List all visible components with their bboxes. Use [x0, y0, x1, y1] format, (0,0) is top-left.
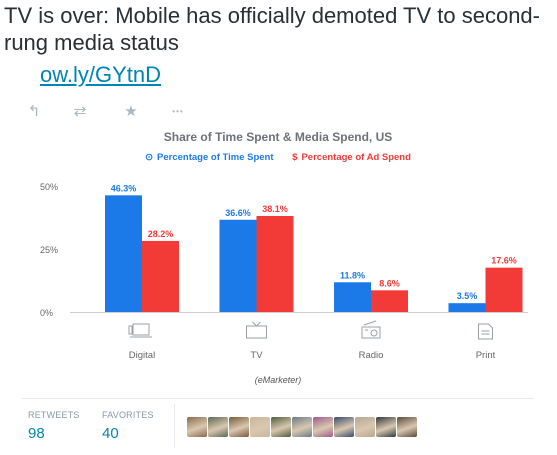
bar-ad-tv — [256, 215, 294, 312]
favorites-stat[interactable]: FAVORITES 40 — [102, 410, 154, 442]
stats-separator — [174, 404, 175, 448]
bar-chart: 0% 25% 50% 46.3% 28.2% Digital 36.6% 38.1% TV 11.… — [40, 182, 528, 361]
stats-divider — [22, 398, 534, 399]
data-label: 36.6% — [225, 208, 251, 218]
chart-legend: ⊙ Percentage of Time Spent $ Percentage of… — [22, 152, 534, 163]
chart-source: (eMarketer) — [254, 375, 302, 385]
avatar[interactable] — [334, 417, 354, 437]
retweets-label: RETWEETS — [28, 410, 80, 420]
avatar[interactable] — [271, 417, 291, 437]
retweet-icon[interactable]: ⇄ — [73, 103, 87, 120]
bar-time-tv — [219, 219, 257, 312]
avatar[interactable] — [313, 417, 333, 437]
avatar[interactable] — [355, 417, 375, 437]
x-tick-label: Print — [476, 350, 496, 361]
tweet-text: TV is over: Mobile has officially demote… — [4, 3, 540, 55]
retweets-stat[interactable]: RETWEETS 98 — [28, 410, 80, 442]
bar-ad-print — [485, 267, 523, 312]
data-label: 28.2% — [148, 229, 174, 239]
bar-time-print — [448, 303, 486, 312]
retweets-count: 98 — [28, 425, 45, 442]
data-label: 3.5% — [457, 291, 478, 301]
y-tick-label: 0% — [40, 308, 53, 318]
chart-title: Share of Time Spent & Media Spend, US — [163, 130, 393, 144]
avatar[interactable] — [208, 417, 228, 437]
legend-ad-label: Percentage of Ad Spend — [301, 152, 411, 163]
data-label: 38.1% — [262, 204, 288, 214]
x-tick-label: TV — [250, 350, 263, 361]
legend-item-ad: $ Percentage of Ad Spend — [292, 152, 411, 163]
tweet-link[interactable]: ow.ly/GYtnD — [40, 62, 162, 87]
x-tick-label: Radio — [359, 350, 384, 361]
bar-time-digital — [105, 195, 142, 312]
x-tick-label: Digital — [129, 350, 155, 361]
bar-ad-digital — [142, 240, 179, 312]
y-tick-label: 25% — [40, 245, 58, 255]
bar-time-radio — [334, 282, 371, 312]
more-icon[interactable]: ••• — [172, 107, 184, 116]
bar-ad-radio — [371, 290, 408, 312]
legend-item-time: ⊙ Percentage of Time Spent — [145, 152, 273, 163]
avatar[interactable] — [229, 417, 249, 437]
legend-ad-icon: $ — [292, 152, 298, 163]
data-label: 8.6% — [379, 278, 400, 288]
avatar[interactable] — [376, 417, 396, 437]
avatar[interactable] — [397, 417, 417, 437]
avatar[interactable] — [250, 417, 270, 437]
data-label: 17.6% — [491, 256, 517, 266]
y-tick-label: 50% — [40, 182, 58, 192]
legend-time-icon: ⊙ — [145, 152, 154, 163]
data-label: 11.8% — [340, 270, 365, 280]
data-label: 46.3% — [111, 183, 137, 193]
avatar[interactable] — [187, 417, 207, 437]
radio-icon — [361, 320, 381, 339]
favorite-icon[interactable]: ★ — [124, 103, 138, 120]
tv-icon — [246, 321, 267, 339]
reply-icon[interactable]: ↰ — [27, 103, 41, 120]
tweet-media-chart[interactable]: Share of Time Spent & Media Spend, US ⊙ P… — [22, 124, 534, 390]
favorites-label: FAVORITES — [102, 410, 154, 420]
print-icon — [478, 323, 493, 340]
avatar[interactable] — [292, 417, 312, 437]
favorites-count: 40 — [102, 425, 119, 442]
legend-time-label: Percentage of Time Spent — [157, 152, 274, 163]
laptop-icon — [128, 323, 152, 338]
